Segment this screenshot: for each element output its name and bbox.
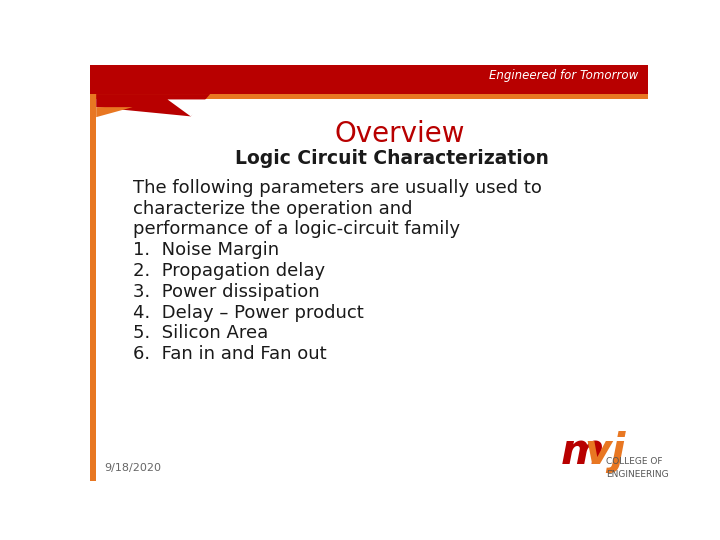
Text: characterize the operation and: characterize the operation and xyxy=(132,200,412,218)
Text: 3.  Power dissipation: 3. Power dissipation xyxy=(132,283,319,301)
Bar xyxy=(90,94,648,99)
Text: The following parameters are usually used to: The following parameters are usually use… xyxy=(132,179,541,197)
Text: m: m xyxy=(561,431,605,473)
Bar xyxy=(90,94,96,481)
Text: Engineered for Tomorrow: Engineered for Tomorrow xyxy=(490,69,639,82)
Text: COLLEGE OF
ENGINEERING: COLLEGE OF ENGINEERING xyxy=(606,457,669,479)
Text: performance of a logic-circuit family: performance of a logic-circuit family xyxy=(132,220,460,238)
Bar xyxy=(90,65,648,94)
Text: vj: vj xyxy=(585,431,626,473)
Text: 2.  Propagation delay: 2. Propagation delay xyxy=(132,262,325,280)
Text: 6.  Fan in and Fan out: 6. Fan in and Fan out xyxy=(132,345,326,363)
Polygon shape xyxy=(96,107,132,117)
Polygon shape xyxy=(96,94,210,117)
Text: 1.  Noise Margin: 1. Noise Margin xyxy=(132,241,279,259)
Text: 4.  Delay – Power product: 4. Delay – Power product xyxy=(132,303,364,321)
Text: 9/18/2020: 9/18/2020 xyxy=(104,463,161,473)
Text: Overview: Overview xyxy=(335,120,465,148)
Polygon shape xyxy=(168,99,214,117)
Text: Logic Circuit Characterization: Logic Circuit Characterization xyxy=(235,150,549,168)
Text: 5.  Silicon Area: 5. Silicon Area xyxy=(132,325,268,342)
